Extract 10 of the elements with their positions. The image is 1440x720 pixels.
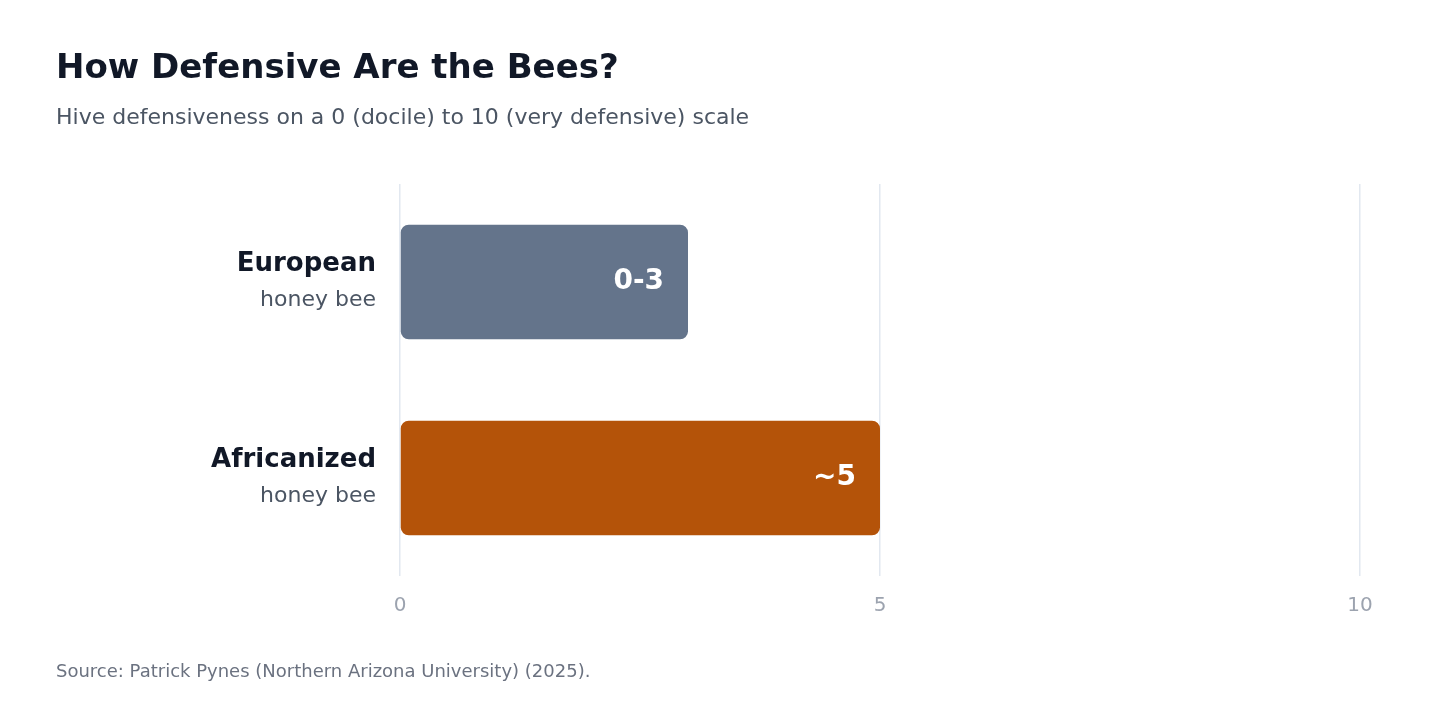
- data-label: 0-3: [613, 263, 664, 297]
- chart-subtitle: Hive defensiveness on a 0 (docile) to 10 (very defensive) scale: [56, 104, 750, 129]
- y-tick-label: European honey bee: [236, 246, 376, 311]
- data-label: ~5: [813, 459, 856, 493]
- x-tick-label: 5: [873, 592, 887, 617]
- y-tick-label: Africanized honey bee: [211, 442, 376, 507]
- x-tick-label: 0: [393, 592, 407, 617]
- source-note: Source: Patrick Pynes (Northern Arizona University) (2025).: [56, 660, 591, 681]
- chart-title: How Defensive Are the Bees?: [56, 46, 619, 86]
- x-tick-label: 10: [1347, 592, 1373, 617]
